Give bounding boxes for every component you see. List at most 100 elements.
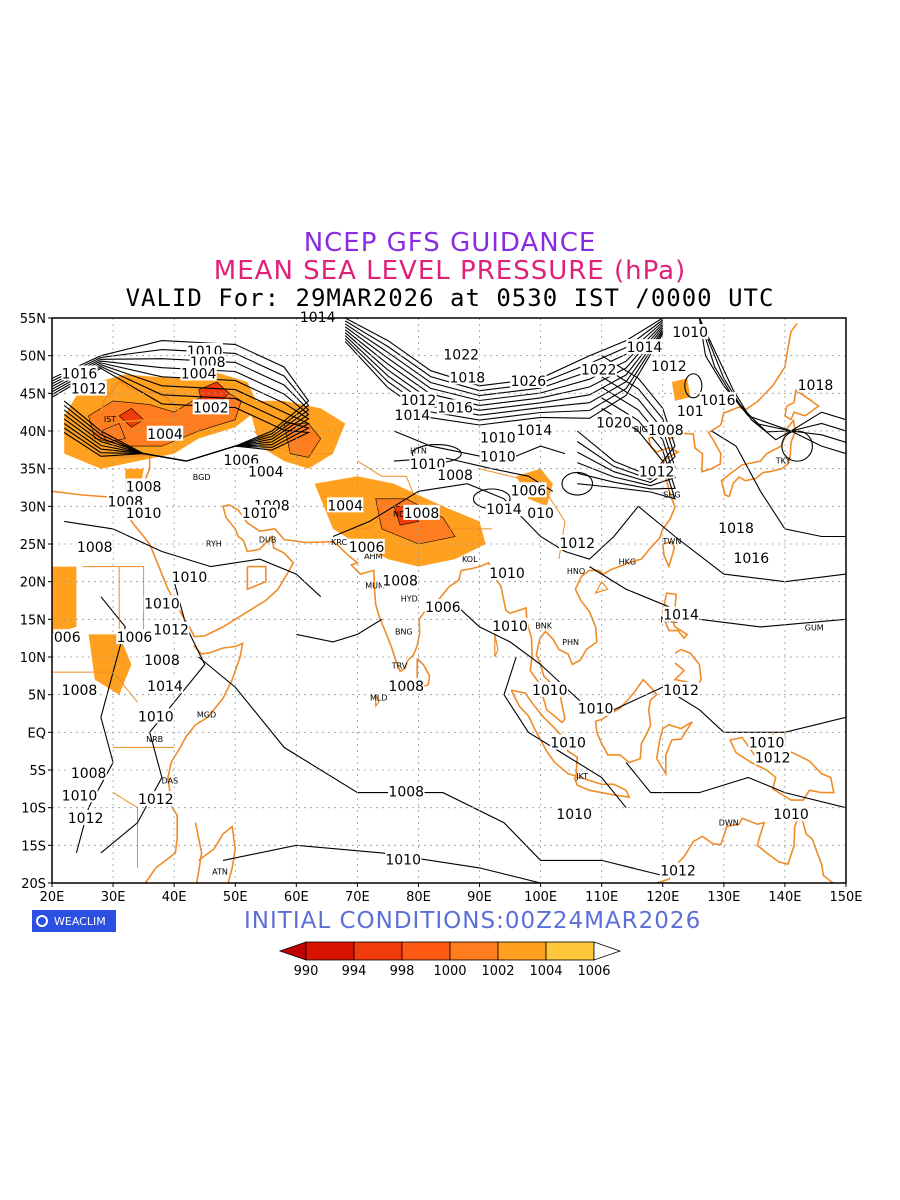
isobar-label: 1008: [388, 785, 424, 801]
isobar-label-bg: [384, 851, 422, 867]
isobar-label: 1012: [71, 382, 107, 398]
isobar-5: [52, 364, 310, 462]
isobar-label-bg: [116, 629, 153, 645]
colorbar-segment: [353, 941, 403, 961]
isobar-label: 1010: [126, 506, 162, 522]
coastline-9: [594, 678, 658, 764]
isobar-label-bg: [772, 806, 810, 822]
isobar-10: [344, 321, 664, 397]
isobar-label: 1014: [663, 608, 699, 624]
isobar-6: [52, 365, 310, 462]
lat-tick-label: 50N: [20, 350, 46, 365]
isobar-27: [711, 430, 846, 538]
colorbar-segment: [497, 941, 547, 961]
colorbar-label: 1002: [481, 964, 514, 979]
colorbar-segment: [545, 941, 595, 961]
isobar-15: [344, 331, 664, 421]
isobar-14: [344, 329, 664, 416]
isobar-label-bg: [67, 809, 104, 825]
isobar-label-bg: [485, 501, 523, 517]
isobar-label-bg: [381, 572, 419, 588]
isobar-label: 1012: [663, 683, 699, 699]
axis-ticks: 20E 30E 40E 50E 60E 70E 80E 90E 100E 110E 120E 130E…: [20, 312, 863, 905]
city-label: DWN: [719, 819, 739, 828]
isobar-12: [344, 325, 664, 406]
isobar-label-bg: [137, 791, 175, 807]
isobar-label-bg: [531, 681, 568, 697]
isobar-label-bg: [180, 365, 217, 381]
isobar-label: 1008: [388, 679, 424, 695]
isobar-labels: 1010100810041002100410161012101410061004…: [53, 309, 834, 880]
coastline-13: [416, 657, 431, 689]
isobar-label-bg: [559, 535, 596, 550]
isobar-label: 1008: [437, 468, 473, 484]
isobar-label: 1014: [517, 423, 553, 439]
isobar-label: 1014: [147, 679, 183, 695]
isobar-label-bg: [733, 550, 770, 566]
isobar-label-bg: [137, 708, 175, 724]
isobar-label-bg: [299, 309, 336, 324]
city-label: MGD: [197, 710, 216, 719]
isobar-label-bg: [647, 422, 685, 437]
isobar-label: 1018: [798, 378, 834, 394]
isobar-label-bg: [70, 380, 107, 396]
isobar-label: 1008: [71, 766, 107, 782]
isobar-label: 1014: [627, 340, 663, 356]
isobar-label: 1012: [138, 792, 174, 808]
lat-tick-label: 15S: [21, 839, 46, 854]
isobar-31: [222, 844, 541, 883]
isobar-label-bg: [516, 422, 553, 437]
isobar-label: 1012: [660, 864, 696, 880]
isobar-label: 1010: [749, 736, 785, 752]
isobar-label-bg: [676, 403, 705, 419]
colorbar-segment: [305, 941, 355, 961]
city-label: HKG: [619, 557, 636, 566]
isobar-label: 1010: [773, 807, 809, 823]
isobar-label: 1010: [492, 619, 528, 635]
isobar-label-bg: [510, 482, 547, 498]
coastline-3: [784, 388, 820, 421]
lat-tick-label: 20S: [21, 877, 46, 892]
lon-tick-label: 140E: [768, 890, 801, 905]
isobar-label: 1002: [193, 400, 229, 416]
isobar-label: 1012: [68, 811, 104, 827]
isobar-label: 1008: [404, 506, 440, 522]
isobar-label-bg: [125, 478, 162, 494]
city-label: TWN: [662, 537, 682, 546]
isobar-label-bg: [662, 606, 700, 622]
isobar-label-bg: [223, 452, 260, 468]
city-label: PHN: [562, 638, 579, 647]
lon-tick-label: 130E: [707, 890, 740, 905]
isobar-label: 1006: [425, 600, 461, 616]
isobar-label-bg: [171, 568, 208, 584]
isobar-label-bg: [76, 538, 113, 554]
isobar-label-bg: [424, 599, 462, 615]
isobar-11: [344, 323, 664, 402]
isobar-label: 1026: [511, 374, 547, 390]
isobar-label: 006: [54, 630, 81, 646]
isobar-7: [52, 367, 311, 462]
isobar-label-bg: [125, 504, 162, 520]
border-0: [82, 566, 145, 642]
isobar-label-bg: [143, 651, 181, 667]
isobar-label: 1010: [242, 506, 278, 522]
lat-tick-label: 5N: [28, 689, 46, 704]
isobar-label: 1008: [648, 423, 684, 439]
isobar-label-bg: [61, 787, 98, 803]
isobar-label-bg: [549, 734, 587, 750]
isobar-label-bg: [510, 373, 547, 389]
isobar-8: [344, 318, 664, 387]
isobar-17: [576, 355, 676, 477]
lon-tick-label: 150E: [829, 890, 862, 905]
lat-tick-label: EQ: [28, 726, 46, 741]
isobar-label-bg: [107, 493, 144, 509]
coastline-4: [662, 540, 676, 569]
isobar-label-bg: [443, 346, 480, 362]
coastline-14: [194, 822, 237, 883]
isobar-ring-1: [684, 373, 703, 399]
isobar-label-bg: [143, 595, 181, 611]
city-label: SHG: [663, 490, 680, 499]
lat-tick-label: 15N: [20, 613, 46, 628]
isobar-label: 1018: [450, 370, 486, 386]
lat-tick-label: 5S: [29, 764, 46, 779]
